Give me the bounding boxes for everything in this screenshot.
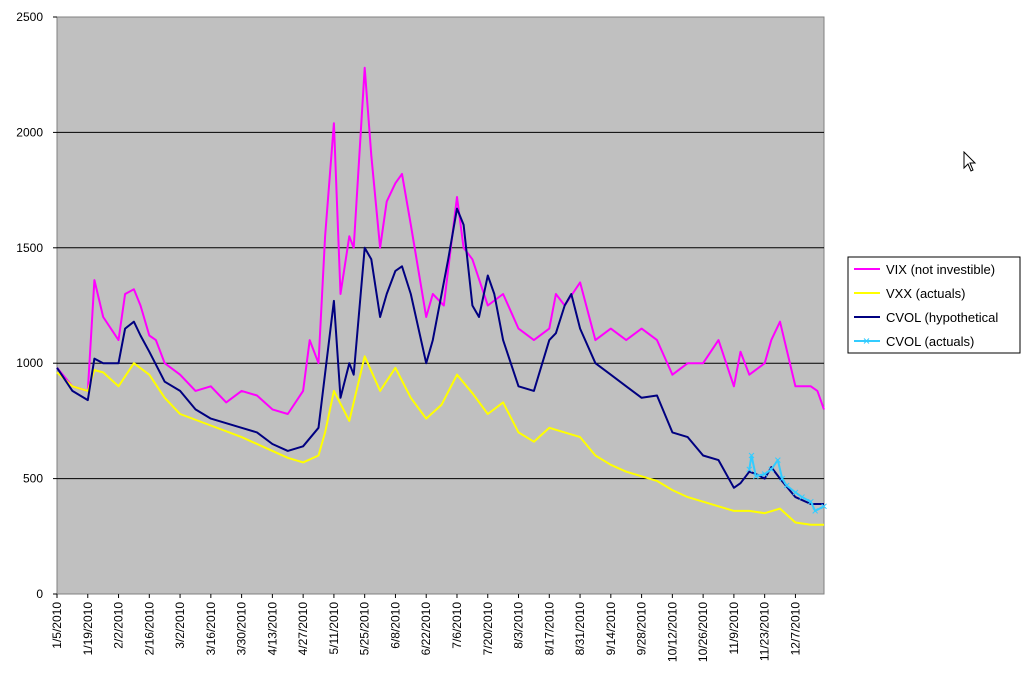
x-tick-label: 6/22/2010 bbox=[419, 602, 433, 656]
x-tick-label: 3/16/2010 bbox=[204, 602, 218, 656]
series-line-2 bbox=[56, 355, 824, 526]
x-tick-label: 10/12/2010 bbox=[665, 602, 679, 662]
x-tick-label: 3/30/2010 bbox=[235, 602, 249, 656]
x-tick-label: 9/28/2010 bbox=[635, 602, 649, 656]
legend-label: CVOL (actuals) bbox=[886, 334, 974, 349]
legend-label: VIX (not investible) bbox=[886, 262, 995, 277]
legend-marker bbox=[863, 338, 870, 344]
x-tick-label: 9/14/2010 bbox=[604, 602, 618, 656]
x-tick-label: 7/20/2010 bbox=[481, 602, 495, 656]
x-tick-label: 2/2/2010 bbox=[112, 602, 126, 649]
x-tick-label: 8/31/2010 bbox=[573, 602, 587, 656]
series-4-point bbox=[807, 498, 814, 505]
y-tick-label: 0 bbox=[36, 587, 43, 601]
series-4-point bbox=[753, 473, 759, 480]
x-tick-label: 3/2/2010 bbox=[173, 602, 187, 649]
series-4-point bbox=[783, 482, 790, 489]
mouse-cursor-icon bbox=[963, 151, 977, 172]
series-4-point bbox=[746, 466, 753, 473]
x-tick-label: 11/9/2010 bbox=[727, 602, 741, 655]
series-4-point bbox=[792, 489, 799, 496]
y-tick-label: 1000 bbox=[16, 356, 43, 370]
series-line-3 bbox=[56, 207, 824, 505]
legend bbox=[847, 256, 1021, 354]
y-tick-label: 2500 bbox=[16, 10, 43, 24]
plot-area bbox=[56, 16, 825, 595]
series-4-point bbox=[761, 471, 768, 477]
series-4-point bbox=[812, 508, 819, 514]
series-4-point bbox=[799, 494, 805, 500]
x-tick-label: 8/3/2010 bbox=[512, 602, 526, 649]
legend-label: VXX (actuals) bbox=[886, 286, 965, 301]
series-4-point bbox=[821, 503, 827, 510]
x-tick-label: 11/23/2010 bbox=[758, 602, 772, 661]
series-4-point bbox=[768, 466, 775, 473]
x-tick-label: 8/17/2010 bbox=[542, 602, 556, 656]
y-tick-label: 2000 bbox=[16, 125, 43, 139]
x-tick-label: 1/19/2010 bbox=[81, 602, 95, 656]
x-tick-label: 1/5/2010 bbox=[50, 602, 64, 649]
x-tick-label: 10/26/2010 bbox=[696, 602, 710, 662]
series-4-point bbox=[748, 452, 755, 459]
y-tick-label: 500 bbox=[23, 472, 43, 486]
x-tick-label: 2/16/2010 bbox=[142, 602, 156, 656]
series-4-point bbox=[774, 457, 781, 463]
series-line-1 bbox=[56, 66, 825, 415]
x-tick-label: 7/6/2010 bbox=[450, 602, 464, 649]
y-tick-label: 1500 bbox=[16, 241, 43, 255]
series-4-point bbox=[779, 475, 786, 482]
x-tick-label: 4/27/2010 bbox=[296, 602, 310, 656]
x-tick-label: 5/11/2010 bbox=[327, 602, 341, 655]
x-tick-label: 5/25/2010 bbox=[358, 602, 372, 656]
x-tick-label: 12/7/2010 bbox=[788, 602, 802, 656]
legend-label: CVOL (hypothetical bbox=[886, 310, 998, 325]
x-tick-label: 4/13/2010 bbox=[265, 602, 279, 656]
x-tick-label: 6/8/2010 bbox=[388, 602, 402, 649]
